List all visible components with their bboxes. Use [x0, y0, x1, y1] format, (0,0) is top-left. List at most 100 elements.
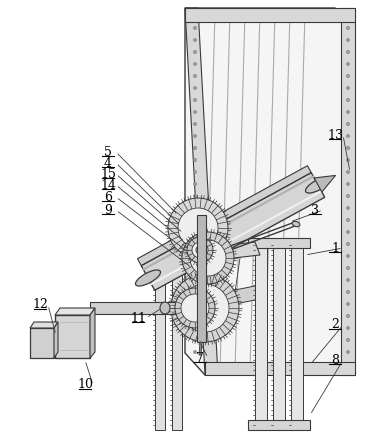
Circle shape — [346, 230, 349, 233]
Circle shape — [346, 338, 349, 342]
Circle shape — [171, 274, 239, 342]
Circle shape — [346, 62, 349, 66]
Circle shape — [193, 315, 196, 318]
Polygon shape — [137, 166, 311, 266]
Ellipse shape — [160, 302, 170, 314]
Circle shape — [193, 230, 196, 233]
Circle shape — [346, 183, 349, 186]
Polygon shape — [185, 8, 355, 375]
Circle shape — [346, 242, 349, 245]
Circle shape — [346, 51, 349, 54]
Circle shape — [193, 51, 196, 54]
Circle shape — [193, 135, 196, 137]
Circle shape — [346, 303, 349, 306]
Circle shape — [346, 315, 349, 318]
Polygon shape — [141, 173, 325, 290]
Circle shape — [346, 254, 349, 257]
Circle shape — [182, 232, 234, 284]
Circle shape — [193, 27, 196, 30]
Circle shape — [193, 110, 196, 113]
Polygon shape — [273, 240, 285, 430]
Polygon shape — [55, 308, 95, 315]
Text: 2: 2 — [331, 319, 339, 331]
Circle shape — [346, 27, 349, 30]
Circle shape — [346, 135, 349, 137]
Ellipse shape — [292, 222, 300, 227]
Circle shape — [346, 159, 349, 162]
Polygon shape — [185, 8, 355, 22]
Circle shape — [193, 62, 196, 66]
Circle shape — [346, 279, 349, 281]
Polygon shape — [248, 420, 310, 430]
Circle shape — [193, 254, 196, 257]
Circle shape — [193, 242, 196, 245]
Circle shape — [193, 98, 196, 101]
Circle shape — [193, 218, 196, 222]
Text: 4: 4 — [104, 156, 112, 170]
Circle shape — [193, 39, 196, 42]
Circle shape — [346, 39, 349, 42]
Polygon shape — [248, 238, 310, 248]
Circle shape — [187, 237, 213, 263]
Polygon shape — [185, 8, 218, 375]
Polygon shape — [314, 175, 335, 192]
Circle shape — [193, 206, 196, 210]
Text: 15: 15 — [100, 167, 116, 180]
Polygon shape — [54, 322, 58, 358]
Text: 6: 6 — [104, 190, 112, 203]
Circle shape — [181, 284, 229, 332]
Circle shape — [193, 326, 196, 330]
Circle shape — [346, 194, 349, 198]
Circle shape — [178, 208, 218, 248]
Polygon shape — [155, 260, 165, 430]
Circle shape — [193, 183, 196, 186]
Polygon shape — [172, 260, 182, 430]
Text: 7: 7 — [196, 351, 204, 365]
Circle shape — [193, 194, 196, 198]
Text: 10: 10 — [77, 378, 93, 392]
Polygon shape — [199, 342, 202, 355]
Ellipse shape — [135, 270, 160, 286]
Text: 1: 1 — [331, 241, 339, 254]
Text: 14: 14 — [100, 179, 116, 191]
Circle shape — [346, 123, 349, 125]
Circle shape — [168, 198, 228, 258]
Circle shape — [346, 326, 349, 330]
Circle shape — [193, 267, 196, 269]
Text: 8: 8 — [331, 354, 339, 366]
Polygon shape — [185, 285, 265, 313]
Circle shape — [193, 338, 196, 342]
Text: 11: 11 — [130, 311, 146, 325]
Circle shape — [346, 74, 349, 78]
Text: 13: 13 — [327, 128, 343, 141]
Circle shape — [346, 110, 349, 113]
Circle shape — [193, 74, 196, 78]
Circle shape — [193, 86, 196, 89]
Circle shape — [193, 147, 196, 149]
Polygon shape — [30, 328, 54, 358]
Circle shape — [346, 98, 349, 101]
Circle shape — [346, 218, 349, 222]
Polygon shape — [291, 240, 303, 430]
Circle shape — [175, 288, 215, 328]
Text: 9: 9 — [104, 203, 112, 217]
Polygon shape — [30, 322, 58, 328]
Ellipse shape — [306, 177, 331, 193]
Polygon shape — [55, 315, 90, 358]
Circle shape — [193, 303, 196, 306]
Polygon shape — [90, 302, 200, 314]
Polygon shape — [205, 362, 355, 375]
Circle shape — [346, 171, 349, 174]
Circle shape — [193, 159, 196, 162]
Circle shape — [193, 171, 196, 174]
Circle shape — [193, 350, 196, 354]
Circle shape — [192, 242, 208, 258]
Circle shape — [346, 267, 349, 269]
Polygon shape — [197, 215, 206, 342]
Text: 5: 5 — [104, 145, 112, 159]
Polygon shape — [341, 8, 355, 375]
Circle shape — [346, 86, 349, 89]
Polygon shape — [90, 308, 95, 358]
Polygon shape — [255, 240, 267, 430]
Polygon shape — [185, 242, 260, 263]
